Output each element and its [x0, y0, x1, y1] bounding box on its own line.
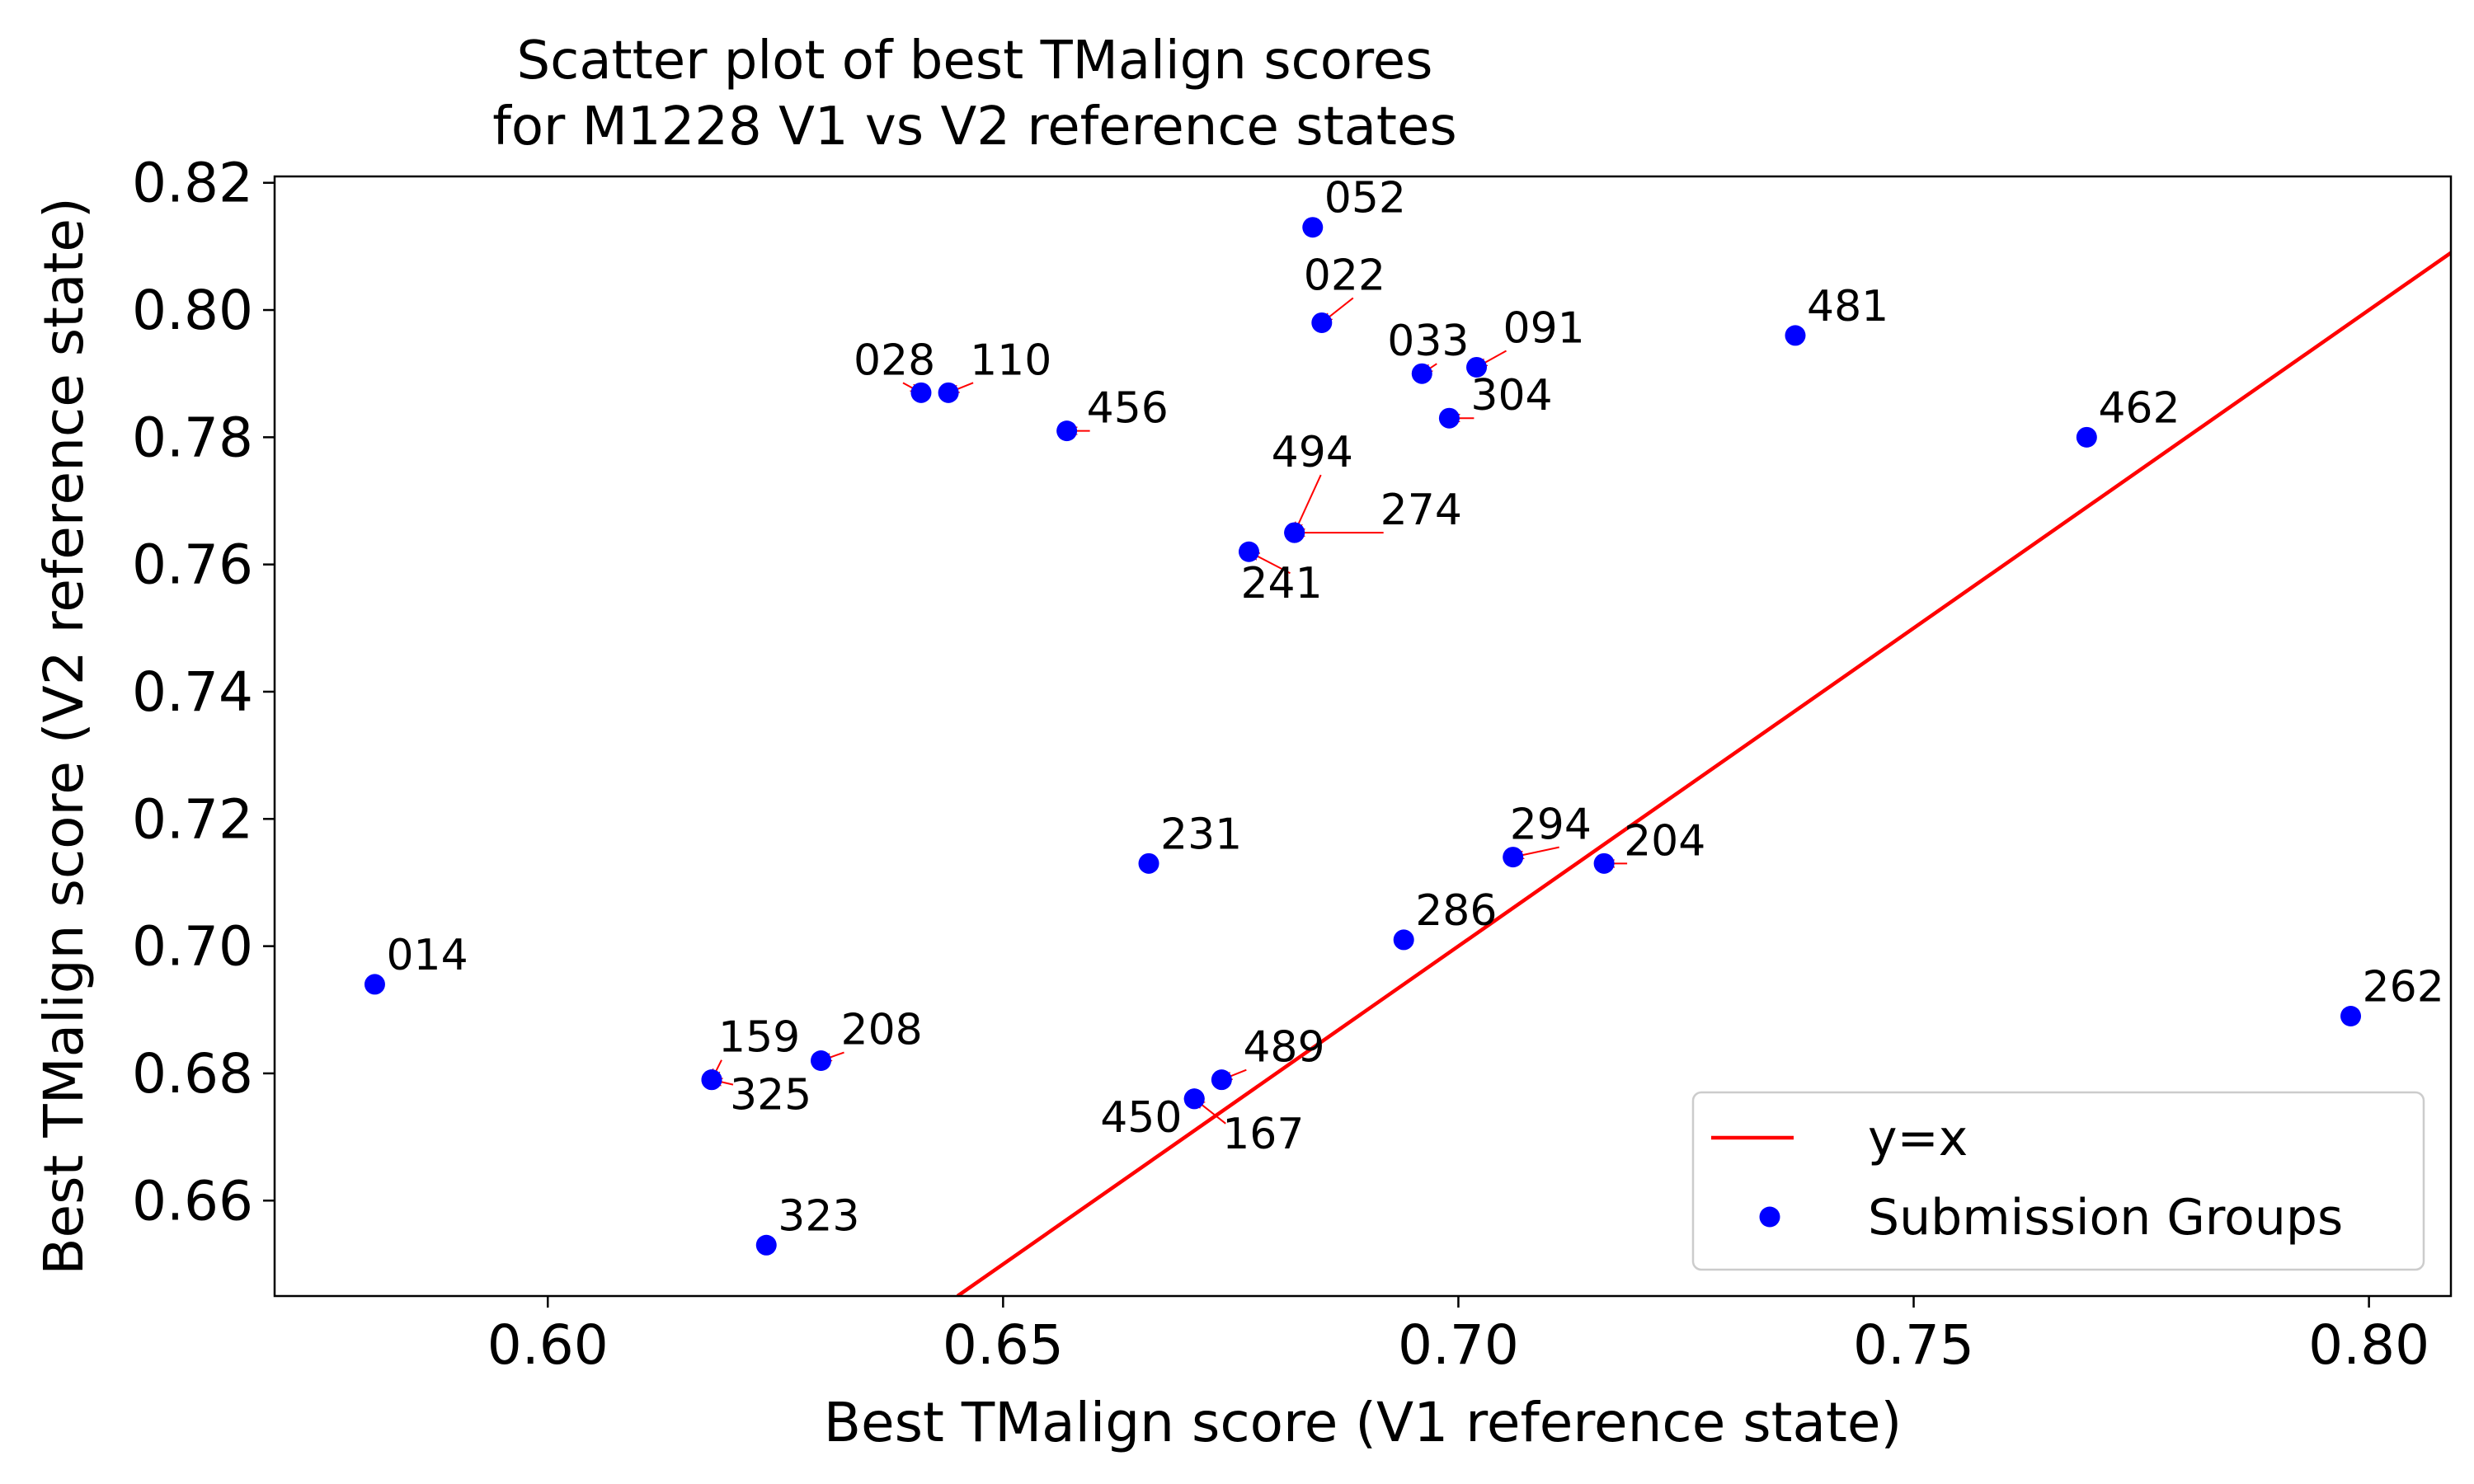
- x-tick-label: 0.60: [487, 1313, 609, 1377]
- data-point-274: [1284, 522, 1305, 543]
- y-axis-label: Best TMalign score (V2 reference state): [32, 197, 96, 1275]
- data-point-456: [1056, 420, 1078, 442]
- y-tick-label: 0.74: [132, 660, 253, 724]
- point-label-091: 091: [1503, 303, 1585, 353]
- point-label-167: 167: [1222, 1110, 1304, 1159]
- data-point-481: [1785, 325, 1806, 346]
- point-label-489: 489: [1243, 1023, 1324, 1073]
- point-label-159: 159: [718, 1013, 800, 1063]
- legend: y=x Submission Groups: [1691, 1091, 2425, 1271]
- point-label-462: 462: [2098, 383, 2180, 433]
- data-point-462: [2076, 426, 2097, 448]
- point-label-052: 052: [1324, 174, 1406, 223]
- data-point-022: [1311, 312, 1333, 333]
- chart-title: Scatter plot of best TMalign scores for M…: [492, 31, 1456, 157]
- point-label-325: 325: [730, 1071, 811, 1120]
- data-point-489: [1211, 1069, 1232, 1091]
- point-label-110: 110: [970, 336, 1051, 385]
- y-tick-label: 0.78: [132, 406, 253, 469]
- point-label-481: 481: [1807, 282, 1888, 331]
- data-point-033: [1411, 363, 1432, 384]
- data-point-167: [1183, 1088, 1205, 1110]
- point-label-450: 450: [1100, 1093, 1182, 1143]
- data-point-304: [1438, 407, 1460, 429]
- point-label-456: 456: [1087, 384, 1169, 434]
- point-label-294: 294: [1510, 801, 1592, 850]
- y-tick-label: 0.70: [132, 915, 253, 979]
- point-label-274: 274: [1380, 486, 1462, 535]
- y-tick-label: 0.66: [132, 1169, 253, 1233]
- point-label-033: 033: [1387, 317, 1469, 366]
- data-point-231: [1138, 852, 1159, 874]
- chart-title-text: Scatter plot of best TMalign scores for M…: [492, 31, 1456, 157]
- point-label-208: 208: [841, 1006, 923, 1055]
- point-label-241: 241: [1240, 559, 1322, 608]
- point-label-022: 022: [1304, 251, 1385, 300]
- data-point-241: [1238, 541, 1259, 562]
- data-point-323: [755, 1234, 777, 1256]
- data-point-014: [364, 974, 385, 995]
- data-point-028: [910, 382, 932, 403]
- point-label-028: 028: [854, 336, 935, 385]
- point-label-014: 014: [386, 931, 468, 980]
- point-label-231: 231: [1160, 810, 1242, 859]
- point-label-262: 262: [2363, 963, 2444, 1012]
- point-label-494: 494: [1272, 428, 1353, 477]
- y-tick-label: 0.68: [132, 1042, 253, 1106]
- data-point-204: [1593, 852, 1615, 874]
- point-label-204: 204: [1624, 816, 1705, 866]
- legend-box: [1691, 1091, 2425, 1271]
- data-point-091: [1466, 356, 1488, 378]
- data-point-294: [1503, 847, 1524, 868]
- x-tick-label: 0.75: [1853, 1313, 1974, 1377]
- y-tick-label: 0.80: [132, 279, 253, 342]
- y-tick-label: 0.72: [132, 787, 253, 851]
- y-tick-label: 0.82: [132, 152, 253, 215]
- x-tick-label: 0.80: [2308, 1313, 2429, 1377]
- reference-line-y-equals-x: [956, 251, 2451, 1296]
- legend-label: y=x: [1868, 1110, 1968, 1167]
- x-axis-label: Best TMalign score (V1 reference state): [824, 1391, 1902, 1454]
- y-tick-label: 0.76: [132, 533, 253, 597]
- x-tick-label: 0.65: [943, 1313, 1064, 1377]
- point-label-323: 323: [778, 1191, 859, 1241]
- annotation-arrow: [1295, 474, 1322, 533]
- legend-marker-swatch: [1759, 1206, 1780, 1228]
- data-point-325: [701, 1069, 722, 1091]
- point-label-304: 304: [1470, 371, 1552, 420]
- x-tick-label: 0.70: [1398, 1313, 1519, 1377]
- plot-frame: [273, 175, 2453, 1298]
- data-point-208: [811, 1050, 832, 1072]
- data-point-110: [938, 382, 959, 403]
- point-label-286: 286: [1415, 886, 1497, 936]
- data-point-262: [2340, 1006, 2362, 1026]
- data-point-052: [1302, 217, 1324, 238]
- legend-label: Submission Groups: [1868, 1189, 2343, 1247]
- data-point-286: [1393, 929, 1414, 951]
